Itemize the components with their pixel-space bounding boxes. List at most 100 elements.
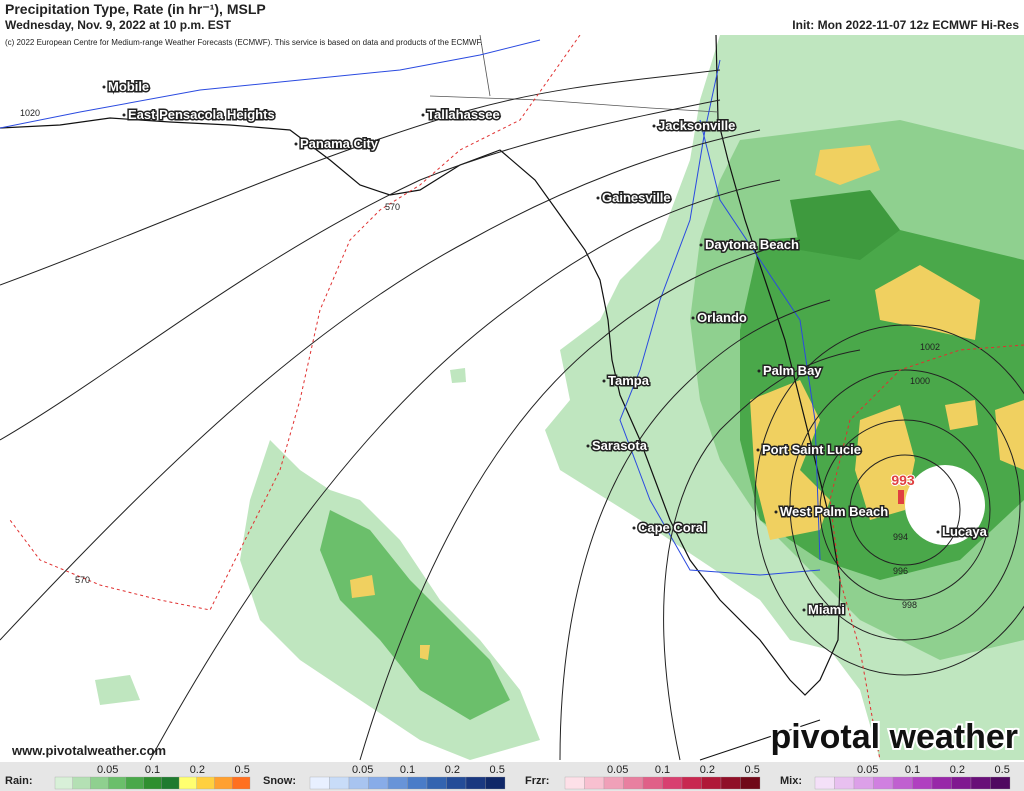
legend-swatch bbox=[892, 776, 913, 790]
legend-swatch bbox=[970, 776, 991, 790]
legend-swatch bbox=[740, 776, 761, 790]
contour-label: 1000 bbox=[910, 376, 930, 386]
city-dot bbox=[699, 243, 703, 247]
legend-swatch bbox=[465, 776, 486, 790]
legend-tick: 0.5 bbox=[235, 764, 250, 776]
legend-tick: 0.2 bbox=[445, 764, 460, 776]
legend-swatch bbox=[90, 776, 109, 790]
legend-swatch bbox=[873, 776, 894, 790]
legend-swatch bbox=[348, 776, 369, 790]
legend-swatch bbox=[72, 776, 91, 790]
legend-swatch bbox=[603, 776, 624, 790]
city-label: Lucaya bbox=[942, 524, 988, 539]
contour-label: 994 bbox=[893, 532, 908, 542]
contour-label: 570 bbox=[385, 202, 400, 212]
legend-swatch bbox=[584, 776, 605, 790]
city-label: East Pensacola Heights bbox=[128, 107, 275, 122]
low-center: 993 bbox=[891, 472, 915, 488]
city-label: Miami bbox=[808, 602, 845, 617]
city-dot bbox=[757, 369, 761, 373]
legend-tick: 0.5 bbox=[490, 764, 505, 776]
legend-tick: 0.2 bbox=[950, 764, 965, 776]
legend-tick: 0.1 bbox=[655, 764, 670, 776]
city-label: West Palm Beach bbox=[780, 504, 888, 519]
legend-label: Rain: bbox=[5, 775, 33, 787]
city-dot bbox=[602, 379, 606, 383]
legend-tick: 0.05 bbox=[97, 764, 118, 776]
legend-swatch bbox=[426, 776, 447, 790]
city-label: Palm Bay bbox=[763, 363, 822, 378]
legend-swatch bbox=[407, 776, 428, 790]
map bbox=[0, 34, 1024, 761]
city-label: Tallahassee bbox=[427, 107, 500, 122]
city-label: Sarasota bbox=[592, 438, 648, 453]
init-time: Init: Mon 2022-11-07 12z ECMWF Hi-Res bbox=[792, 18, 1019, 32]
copyright: (c) 2022 European Centre for Medium-rang… bbox=[5, 38, 483, 47]
city-dot bbox=[421, 113, 425, 117]
legend-tick: 0.5 bbox=[995, 764, 1010, 776]
rivers bbox=[0, 39, 821, 576]
legend-swatch bbox=[143, 776, 162, 790]
legend-swatch bbox=[701, 776, 722, 790]
contour-label: 996 bbox=[893, 566, 908, 576]
legend-swatch bbox=[178, 776, 197, 790]
legend-tick: 0.05 bbox=[857, 764, 878, 776]
city-dot bbox=[294, 142, 298, 146]
city-dot bbox=[586, 444, 590, 448]
legend-tick: 0.1 bbox=[905, 764, 920, 776]
legend-label: Frzr: bbox=[525, 775, 549, 787]
city-dot bbox=[102, 85, 106, 89]
contour-label: 570 bbox=[75, 575, 90, 585]
city-label: Orlando bbox=[697, 310, 747, 325]
city-dot bbox=[596, 196, 600, 200]
legend-swatch bbox=[368, 776, 389, 790]
valid-time: Wednesday, Nov. 9, 2022 at 10 p.m. EST bbox=[5, 18, 232, 32]
low-marker bbox=[898, 490, 904, 504]
legend-tick: 0.1 bbox=[145, 764, 160, 776]
logo: pivotal weather bbox=[770, 718, 1018, 756]
city-dot bbox=[802, 608, 806, 612]
legend-swatch bbox=[662, 776, 683, 790]
legend-tick: 0.2 bbox=[700, 764, 715, 776]
legend-swatch bbox=[720, 776, 741, 790]
legend-tick: 0.1 bbox=[400, 764, 415, 776]
legend-label: Snow: bbox=[263, 775, 296, 787]
contour-label: 1002 bbox=[920, 342, 940, 352]
city-label: Cape Coral bbox=[638, 520, 707, 535]
city-dot bbox=[691, 316, 695, 320]
legend-tick: 0.2 bbox=[190, 764, 205, 776]
isobars bbox=[0, 69, 1024, 761]
legend-swatch bbox=[931, 776, 952, 790]
precip bbox=[95, 35, 1024, 760]
legend-tick: 0.5 bbox=[745, 764, 760, 776]
city-dot bbox=[122, 113, 126, 117]
legend-swatch bbox=[485, 776, 506, 790]
city-label: Gainesville bbox=[602, 190, 671, 205]
legend-swatch bbox=[161, 776, 180, 790]
legend-swatch bbox=[681, 776, 702, 790]
legend-swatch bbox=[196, 776, 215, 790]
legend-swatch bbox=[853, 776, 874, 790]
legend-swatch bbox=[623, 776, 644, 790]
coastline bbox=[0, 34, 841, 761]
legend-label: Mix: bbox=[780, 775, 802, 787]
city-dot bbox=[652, 124, 656, 128]
city-label: Panama City bbox=[300, 136, 379, 151]
city-label: Daytona Beach bbox=[705, 237, 799, 252]
legend-swatch bbox=[642, 776, 663, 790]
legend-swatch bbox=[309, 776, 330, 790]
legend-swatch bbox=[912, 776, 933, 790]
legend-swatch bbox=[54, 776, 73, 790]
legend-tick: 0.05 bbox=[352, 764, 373, 776]
city-label: Tampa bbox=[608, 373, 650, 388]
legend-swatch bbox=[446, 776, 467, 790]
url: www.pivotalweather.com bbox=[11, 743, 166, 758]
legend-tick: 0.05 bbox=[607, 764, 628, 776]
city-label: Jacksonville bbox=[658, 118, 735, 133]
legend-swatch bbox=[951, 776, 972, 790]
legend-swatch bbox=[814, 776, 835, 790]
legend-swatch bbox=[214, 776, 233, 790]
city-label: Mobile bbox=[108, 79, 149, 94]
contour-label: 1020 bbox=[20, 108, 40, 118]
